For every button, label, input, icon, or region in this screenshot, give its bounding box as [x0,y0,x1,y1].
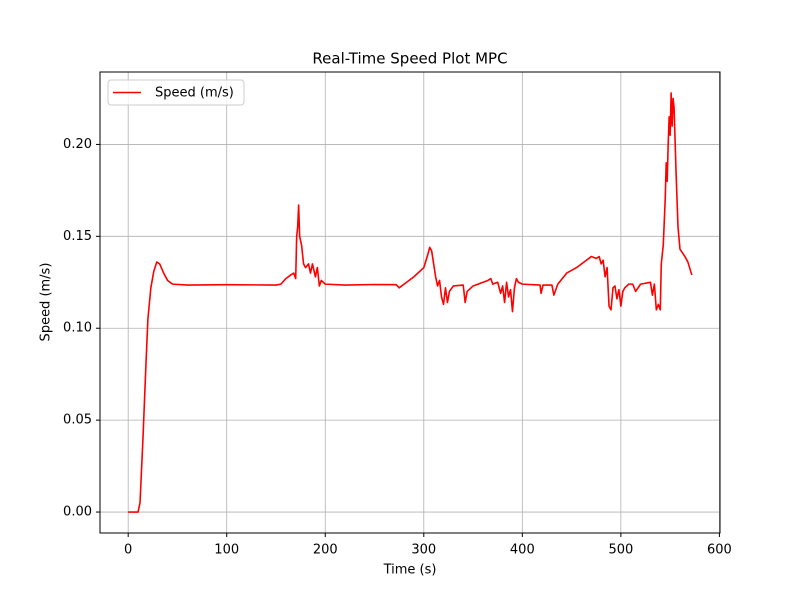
x-tick-label: 100 [214,543,239,558]
plot-frame [99,71,721,534]
legend-box [107,79,245,106]
y-tick-label: 0.00 [63,505,92,520]
x-tick-label: 300 [411,543,436,558]
y-axis-label: Speed (m/s) [39,263,54,342]
x-tick-label: 200 [313,543,338,558]
y-tick-label: 0.05 [63,413,92,428]
x-tick-label: 0 [124,543,132,558]
y-tick-label: 0.10 [63,321,92,336]
x-tick-label: 500 [608,543,633,558]
data-line [128,92,693,513]
x-tick-label: 400 [510,543,535,558]
legend-label: Speed (m/s) [155,86,234,101]
y-tick-label: 0.15 [63,229,92,244]
x-tick-label: 600 [707,543,732,558]
y-tick-label: 0.20 [63,137,92,152]
chart-title: Real-Time Speed Plot MPC [312,50,507,68]
x-axis-label: Time (s) [383,563,437,578]
